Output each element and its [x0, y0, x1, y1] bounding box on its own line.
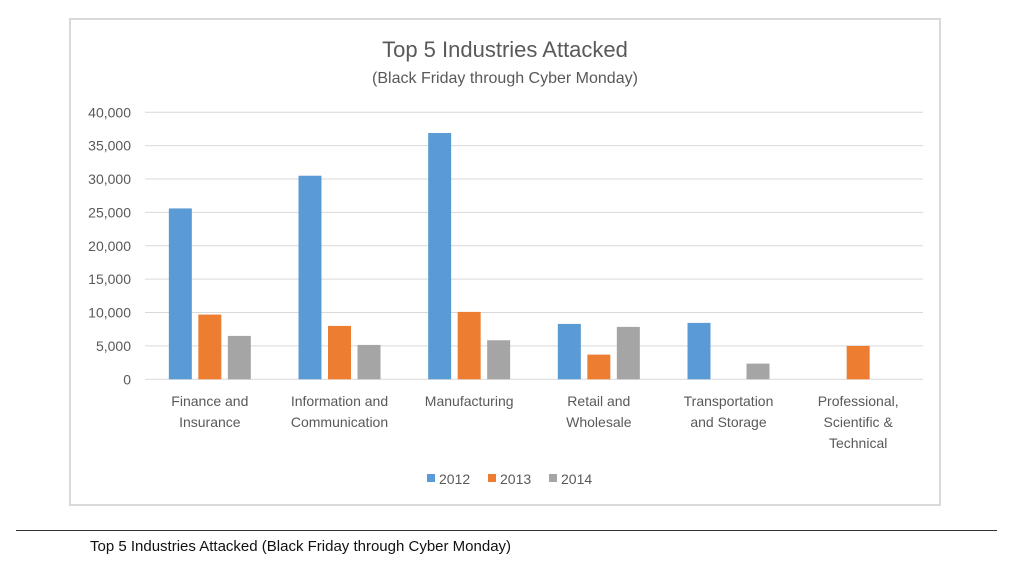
y-axis-ticks: 0 5,000 10,000 15,000 20,000 25,000 30,000 35,0…: [88, 104, 131, 387]
x-category-label: and Storage: [690, 414, 766, 430]
legend-swatch-2012: [427, 474, 435, 482]
y-tick-label: 15,000: [88, 271, 131, 287]
legend: 2012 2013 2014: [427, 471, 592, 487]
legend-label: 2014: [561, 471, 592, 487]
y-tick-label: 0: [123, 371, 131, 387]
y-tick-label: 40,000: [88, 104, 131, 120]
x-category-label: Insurance: [179, 414, 241, 430]
y-tick-label: 10,000: [88, 305, 131, 321]
bar-2014: [616, 326, 640, 380]
chart-subtitle: (Black Friday through Cyber Monday): [372, 70, 638, 87]
x-category-label: Communication: [291, 414, 388, 430]
chart-title: Top 5 Industries Attacked: [382, 37, 628, 62]
legend-swatch-2013: [488, 474, 496, 482]
x-category-label: Retail and: [567, 393, 630, 409]
bar-2012: [557, 323, 581, 380]
y-tick-label: 35,000: [88, 138, 131, 154]
bar-2012: [298, 175, 322, 380]
bar-2012: [687, 322, 711, 380]
legend-label: 2013: [500, 471, 531, 487]
bar-2013: [328, 325, 351, 380]
x-category-label: Finance and: [171, 393, 248, 409]
y-tick-label: 5,000: [96, 338, 131, 354]
bar-2012: [428, 132, 452, 380]
gridlines: [145, 111, 923, 380]
y-tick-label: 25,000: [88, 204, 131, 220]
bar-2013: [457, 311, 481, 380]
x-axis-labels: Finance and Insurance Information and Commu…: [171, 393, 898, 451]
legend-label: 2012: [439, 471, 470, 487]
x-category-label: Scientific &: [824, 414, 894, 430]
bar-2013: [587, 354, 611, 380]
x-category-label: Wholesale: [566, 414, 632, 430]
bar-2014: [227, 335, 251, 380]
x-category-label: Technical: [829, 435, 887, 451]
caption-divider: [16, 530, 997, 531]
bar-2013: [846, 345, 870, 380]
x-category-label: Professional,: [818, 393, 899, 409]
x-category-label: Manufacturing: [425, 393, 514, 409]
x-category-label: Information and: [291, 393, 388, 409]
x-category-label: Transportation: [684, 393, 774, 409]
figure-caption: Top 5 Industries Attacked (Black Friday …: [90, 538, 512, 555]
bar-2014: [357, 344, 381, 380]
legend-swatch-2014: [549, 474, 557, 482]
chart-frame: [69, 18, 941, 506]
bar-2013: [198, 314, 222, 380]
bars: [168, 132, 870, 380]
y-tick-label: 20,000: [88, 238, 131, 254]
y-tick-label: 30,000: [88, 171, 131, 187]
bar-2014: [487, 340, 511, 380]
bar-2012: [168, 208, 192, 380]
bar-2014: [746, 363, 770, 380]
